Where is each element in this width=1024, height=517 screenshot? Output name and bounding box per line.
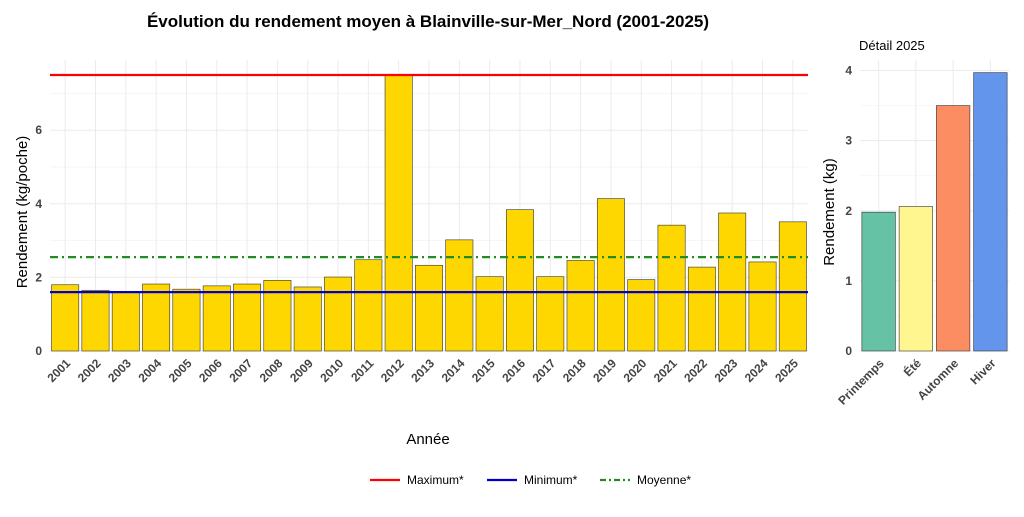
detail-y-tick-label: 4 bbox=[845, 64, 852, 78]
chart-title: Évolution du rendement moyen à Blainvill… bbox=[147, 12, 709, 31]
main-x-tick-label: 2023 bbox=[712, 356, 741, 385]
main-x-tick-label: 2025 bbox=[772, 356, 801, 385]
bar-2009 bbox=[293, 286, 322, 352]
detail-y-tick-label: 0 bbox=[845, 344, 852, 358]
bar-2012 bbox=[384, 74, 413, 352]
bar-2021 bbox=[657, 224, 686, 352]
bar-2020 bbox=[627, 279, 656, 352]
detail-y-ticks: 0 1 2 3 4 bbox=[845, 64, 852, 358]
bar-2023 bbox=[718, 212, 747, 352]
main-x-tick-label: 2017 bbox=[530, 356, 559, 385]
main-x-tick-label: 2005 bbox=[166, 356, 195, 385]
bar-2015 bbox=[475, 276, 504, 352]
bar-2018 bbox=[566, 260, 595, 352]
main-y-tick-label: 2 bbox=[35, 270, 42, 284]
main-x-tick-label: 2020 bbox=[621, 356, 650, 385]
main-x-tick-label: 2014 bbox=[439, 356, 468, 385]
main-y-tick-label: 6 bbox=[35, 123, 42, 137]
detail-x-tick-label: Hiver bbox=[967, 356, 998, 387]
legend-label: Moyenne* bbox=[637, 473, 691, 487]
detail-bar-2 bbox=[936, 105, 971, 352]
legend: Maximum* Minimum* Moyenne* bbox=[370, 473, 691, 487]
main-x-tick-label: 2024 bbox=[742, 356, 771, 385]
bar-2001 bbox=[51, 284, 80, 352]
main-x-tick-label: 2002 bbox=[75, 356, 104, 385]
bar-2007 bbox=[233, 283, 262, 352]
main-x-tick-label: 2015 bbox=[469, 356, 498, 385]
bar-2014 bbox=[445, 239, 474, 352]
bar-2002 bbox=[81, 289, 110, 352]
main-x-tick-label: 2022 bbox=[681, 356, 710, 385]
detail-x-tick-label: Été bbox=[900, 355, 924, 379]
main-x-tick-label: 2012 bbox=[378, 356, 407, 385]
detail-bars bbox=[861, 72, 1008, 352]
bar-2003 bbox=[111, 291, 140, 352]
legend-label: Maximum* bbox=[407, 473, 464, 487]
legend-label: Minimum* bbox=[524, 473, 578, 487]
bar-2013 bbox=[415, 264, 443, 352]
main-y-ticks: 0 2 4 6 bbox=[35, 123, 42, 358]
detail-x-tick-label: Automne bbox=[915, 356, 962, 403]
main-x-tick-label: 2001 bbox=[44, 356, 73, 385]
detail-y-axis-label: Rendement (kg) bbox=[821, 158, 838, 266]
main-x-tick-label: 2008 bbox=[257, 356, 286, 385]
bar-2010 bbox=[324, 276, 352, 352]
bar-2008 bbox=[263, 280, 292, 352]
bar-2024 bbox=[748, 261, 777, 352]
bar-2022 bbox=[687, 266, 716, 352]
main-x-tick-label: 2011 bbox=[348, 356, 377, 385]
main-x-tick-label: 2019 bbox=[590, 356, 619, 385]
detail-y-tick-label: 1 bbox=[845, 274, 852, 288]
detail-bar-1 bbox=[898, 206, 933, 352]
detail-y-tick-label: 3 bbox=[845, 134, 852, 148]
bar-2025 bbox=[778, 221, 807, 352]
bar-2017 bbox=[536, 276, 565, 352]
detail-bar-0 bbox=[861, 211, 896, 352]
main-x-tick-label: 2004 bbox=[135, 356, 164, 385]
bar-2016 bbox=[506, 209, 534, 352]
bar-2019 bbox=[596, 198, 625, 352]
detail-y-tick-label: 2 bbox=[845, 204, 852, 218]
bar-2005 bbox=[172, 288, 201, 352]
detail-x-tick-label: Printemps bbox=[835, 356, 887, 408]
main-x-tick-label: 2007 bbox=[226, 356, 255, 385]
bar-2004 bbox=[142, 283, 171, 352]
main-x-tick-label: 2006 bbox=[196, 356, 225, 385]
bar-2011 bbox=[354, 259, 383, 352]
detail-panel-title: Détail 2025 bbox=[859, 38, 925, 53]
main-y-axis-label: Rendement (kg/poche) bbox=[14, 136, 31, 289]
bar-2006 bbox=[202, 285, 231, 352]
main-x-tick-label: 2003 bbox=[105, 356, 134, 385]
main-x-tick-label: 2013 bbox=[408, 356, 437, 385]
detail-bar-3 bbox=[973, 72, 1008, 352]
main-x-tick-label: 2010 bbox=[317, 356, 346, 385]
main-x-tick-label: 2021 bbox=[651, 356, 680, 385]
main-x-axis-label: Année bbox=[406, 431, 449, 448]
main-y-tick-label: 4 bbox=[35, 197, 42, 211]
reference-lines bbox=[50, 73, 808, 294]
main-bars bbox=[51, 74, 807, 352]
main-x-tick-label: 2018 bbox=[560, 356, 589, 385]
main-x-tick-label: 2009 bbox=[287, 356, 316, 385]
main-y-tick-label: 0 bbox=[35, 344, 42, 358]
main-x-ticks: 2001 2002 2003 2004 2005 2006 2007 2008 2009 2010… bbox=[44, 356, 801, 385]
main-x-tick-label: 2016 bbox=[499, 356, 528, 385]
